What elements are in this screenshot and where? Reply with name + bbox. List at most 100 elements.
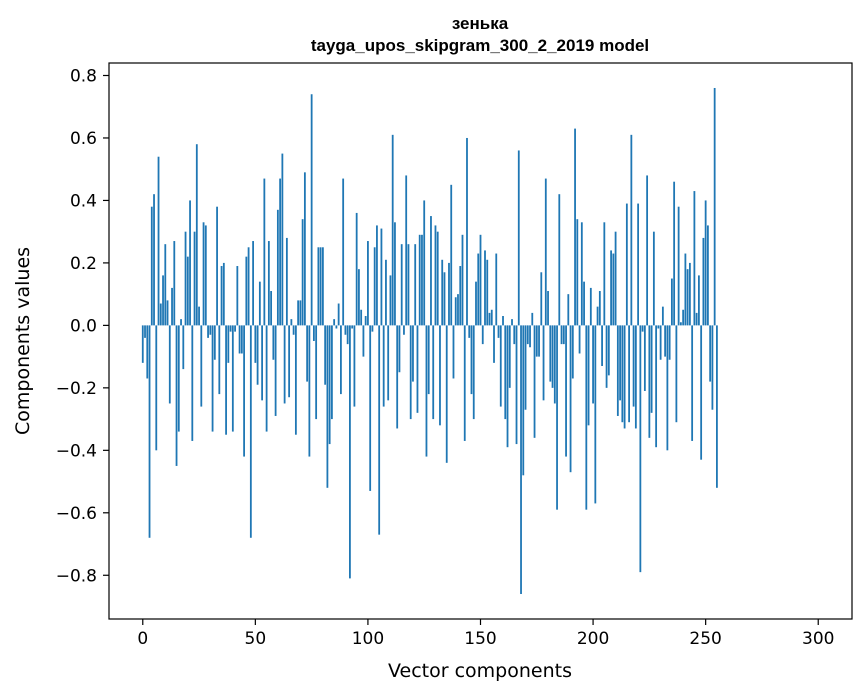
bar: [412, 325, 414, 382]
bar: [360, 309, 363, 326]
bar: [655, 325, 658, 448]
plot-frame: [108, 62, 853, 620]
bar: [240, 325, 243, 354]
bar: [508, 325, 511, 388]
bar: [234, 325, 236, 332]
bar: [385, 259, 387, 326]
bar: [580, 222, 583, 326]
bar: [707, 225, 709, 326]
bar: [405, 175, 408, 326]
bar: [177, 325, 180, 432]
bar: [616, 325, 619, 416]
bar: [650, 325, 653, 413]
bar: [400, 244, 403, 326]
bar: [634, 325, 637, 429]
bar: [238, 325, 241, 354]
bar: [342, 178, 345, 326]
bar: [504, 325, 507, 420]
bar: [445, 325, 448, 463]
bar: [312, 325, 315, 341]
bar: [245, 256, 248, 326]
bar: [497, 325, 500, 338]
x-tick-label: 250: [689, 629, 721, 649]
bar: [468, 325, 471, 338]
bar: [475, 281, 477, 326]
bar: [632, 325, 635, 407]
bar: [625, 203, 628, 326]
y-tick-label: −0.4: [56, 441, 97, 461]
bar: [301, 219, 304, 326]
bar: [349, 325, 351, 579]
bar: [171, 287, 173, 326]
bar: [506, 325, 509, 448]
bar: [630, 134, 633, 326]
bar: [533, 325, 536, 438]
bar: [535, 325, 538, 357]
bar: [157, 156, 160, 326]
bar: [303, 172, 306, 326]
bar: [457, 294, 459, 326]
bar: [204, 225, 207, 326]
x-axis-label: Vector components: [388, 660, 572, 682]
x-tick-label: 0: [137, 629, 148, 649]
y-tick-label: 0.4: [70, 191, 97, 211]
bar: [285, 237, 288, 326]
x-tick-label: 150: [464, 629, 496, 649]
bar: [526, 325, 529, 345]
bar: [193, 231, 196, 326]
y-axis-label: Components values: [12, 247, 34, 435]
bar: [279, 178, 282, 326]
bar: [423, 200, 426, 326]
bar: [517, 150, 520, 326]
bar: [252, 241, 254, 326]
bar: [317, 247, 320, 326]
bar: [222, 262, 225, 326]
bar: [148, 325, 151, 538]
bar: [466, 137, 468, 326]
bar: [463, 325, 466, 441]
bar: [335, 325, 338, 329]
bar: [702, 237, 705, 326]
bar: [670, 278, 673, 326]
bar: [358, 269, 360, 326]
bar: [461, 234, 464, 326]
x-axis-ticks: 0 50 100 150 200 250 300: [137, 619, 834, 649]
bar: [486, 259, 489, 326]
bar: [639, 325, 642, 573]
bar: [441, 259, 444, 326]
bar: [679, 322, 682, 326]
bar: [484, 250, 486, 326]
bar: [403, 325, 405, 335]
bar: [310, 94, 313, 326]
x-tick-label: 300: [802, 629, 834, 649]
bar: [576, 219, 579, 326]
bar: [380, 228, 383, 326]
bar-series: [141, 87, 718, 595]
bar: [207, 325, 209, 338]
bar: [387, 325, 390, 401]
bar: [493, 325, 495, 363]
bar: [416, 325, 419, 413]
bar: [682, 309, 685, 326]
bar: [592, 325, 594, 404]
y-tick-label: −0.6: [56, 504, 97, 524]
bar: [369, 325, 372, 491]
bar: [346, 325, 349, 345]
bar: [182, 325, 185, 370]
y-axis-ticks: −0.8 −0.6 −0.4 −0.2 0.0 0.2 0.4 0.6 0.8: [56, 66, 109, 586]
bar: [567, 294, 570, 326]
bar: [373, 247, 376, 326]
bar: [153, 194, 155, 326]
bar: [452, 325, 455, 379]
bar: [315, 325, 318, 420]
bar: [641, 325, 644, 332]
y-tick-label: −0.8: [56, 566, 97, 586]
bar: [180, 319, 182, 326]
bar: [603, 222, 606, 326]
bar: [155, 325, 158, 451]
bar: [574, 128, 576, 326]
bar: [340, 325, 342, 395]
bar: [700, 325, 703, 460]
bar: [353, 325, 356, 407]
bar: [556, 325, 558, 510]
